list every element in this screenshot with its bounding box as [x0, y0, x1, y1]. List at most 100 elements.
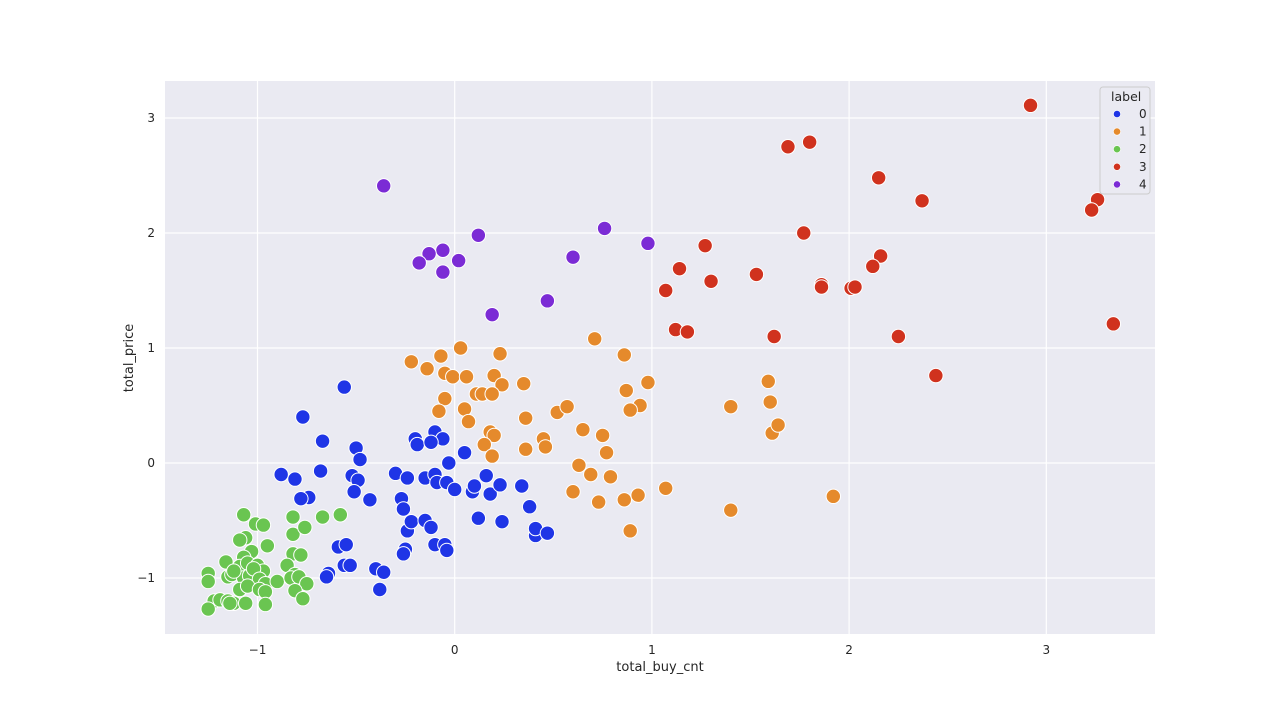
- data-point: [419, 361, 435, 377]
- data-point: [697, 237, 713, 254]
- data-point: [539, 293, 556, 309]
- data-point: [476, 436, 492, 453]
- y-tick-label: 1: [147, 341, 155, 355]
- data-point: [314, 509, 331, 525]
- data-point: [517, 441, 534, 457]
- data-point: [460, 413, 477, 430]
- data-point: [421, 246, 437, 262]
- legend-label: 2: [1139, 142, 1147, 156]
- data-point: [259, 538, 276, 554]
- data-point: [514, 478, 530, 494]
- x-tick-label: 2: [845, 643, 853, 657]
- data-point: [285, 526, 301, 542]
- data-point: [640, 235, 656, 252]
- data-point: [679, 324, 696, 340]
- data-point: [312, 463, 329, 479]
- data-point: [458, 369, 475, 385]
- data-point: [200, 573, 216, 590]
- data-point: [293, 490, 309, 507]
- data-points: [200, 97, 1122, 617]
- data-point: [571, 457, 587, 473]
- data-point: [395, 546, 412, 562]
- data-point: [318, 569, 335, 585]
- data-point: [447, 481, 463, 498]
- legend-marker: [1113, 110, 1121, 118]
- data-point: [537, 439, 554, 455]
- y-axis-label: total_price: [122, 324, 137, 393]
- data-point: [559, 398, 575, 415]
- data-point: [760, 373, 776, 390]
- legend-marker: [1113, 162, 1121, 171]
- data-point: [470, 227, 487, 244]
- data-point: [596, 220, 613, 237]
- data-point: [492, 346, 508, 362]
- data-point: [445, 369, 461, 385]
- data-point: [222, 595, 238, 611]
- data-point: [200, 601, 216, 617]
- series-1: [403, 331, 842, 539]
- data-point: [492, 477, 508, 493]
- data-point: [1022, 97, 1039, 114]
- legend-label: 0: [1139, 107, 1147, 121]
- data-point: [257, 596, 274, 613]
- data-point: [872, 248, 889, 264]
- data-point: [766, 328, 782, 345]
- data-point: [255, 517, 272, 533]
- data-point: [409, 436, 425, 453]
- data-point: [295, 591, 311, 607]
- legend-label: 3: [1139, 160, 1147, 174]
- data-point: [336, 379, 352, 395]
- data-point: [671, 260, 688, 277]
- data-point: [618, 382, 634, 399]
- data-point: [723, 398, 739, 415]
- data-point: [484, 386, 500, 402]
- data-point: [762, 394, 778, 410]
- data-point: [342, 557, 358, 574]
- data-point: [372, 581, 388, 598]
- data-point: [478, 467, 494, 484]
- data-point: [403, 354, 420, 370]
- data-point: [295, 409, 311, 425]
- data-point: [435, 242, 451, 258]
- data-point: [616, 347, 632, 363]
- data-point: [423, 519, 439, 536]
- data-point: [431, 403, 447, 419]
- data-point: [433, 348, 449, 364]
- data-point: [486, 427, 502, 444]
- data-point: [825, 488, 842, 505]
- x-tick-label: 0: [451, 643, 459, 657]
- data-point: [287, 471, 303, 487]
- data-point: [362, 492, 378, 508]
- data-point: [494, 377, 510, 393]
- data-point: [376, 178, 392, 194]
- data-point: [658, 282, 674, 299]
- data-point: [456, 444, 473, 461]
- data-point: [865, 258, 881, 275]
- data-point: [439, 542, 455, 559]
- data-point: [517, 410, 534, 426]
- data-point: [484, 306, 500, 323]
- legend-marker: [1113, 180, 1121, 189]
- data-point: [484, 448, 500, 464]
- data-point: [575, 421, 591, 438]
- data-point: [890, 328, 907, 345]
- legend-marker: [1113, 145, 1121, 154]
- y-tick-label: 2: [147, 226, 155, 240]
- data-point: [587, 331, 603, 347]
- y-tick-label: 3: [147, 111, 155, 125]
- x-tick-label: −1: [249, 643, 267, 657]
- series-3: [658, 97, 1122, 384]
- data-point: [285, 509, 301, 525]
- data-point: [630, 487, 646, 503]
- data-point: [352, 451, 368, 468]
- data-point: [450, 252, 467, 269]
- data-point: [565, 484, 581, 500]
- data-point: [466, 478, 483, 494]
- data-point: [539, 525, 556, 541]
- series-2: [200, 507, 349, 617]
- data-point: [770, 417, 786, 433]
- x-tick-label: 1: [648, 643, 656, 657]
- data-point: [616, 492, 632, 508]
- data-point: [452, 340, 469, 356]
- y-tick-label: 0: [147, 456, 155, 470]
